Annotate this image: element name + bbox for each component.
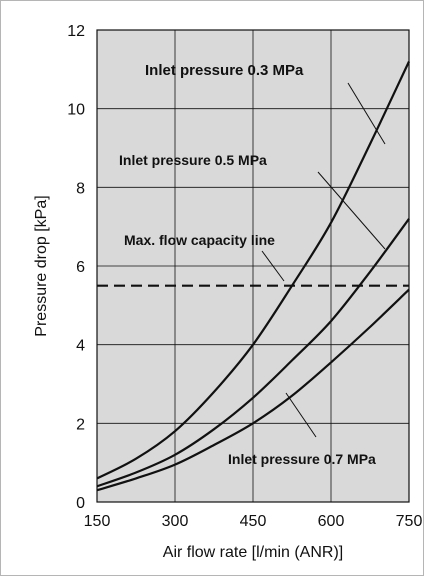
leader-0.3-mpa [347,82,386,145]
label-max-flow: Max. flow capacity line [124,232,275,248]
label-0.5-mpa: Inlet pressure 0.5 MPa [119,152,267,168]
x-tick-label: 600 [318,513,345,530]
y-tick-label: 12 [67,23,85,40]
y-axis-ticks: 0 2 4 6 8 10 12 [67,23,85,512]
y-axis-label: Pressure drop [kPa] [33,195,50,336]
x-tick-label: 150 [84,513,111,530]
series-line-0 [96,61,410,480]
series-line-1 [96,218,410,488]
x-axis-label: Air flow rate [l/min (ANR)] [163,544,343,561]
leader-0.7-mpa [285,392,317,438]
y-tick-label: 4 [76,338,85,355]
x-axis-ticks: 150 300 450 600 750 [84,513,423,530]
y-tick-label: 10 [67,102,85,119]
plot-border [96,29,410,503]
annotations: Inlet pressure 0.3 MPa Inlet pressure 0.… [119,62,386,467]
series-line-2 [96,288,410,492]
leader-0.5-mpa [317,171,386,250]
x-tick-label: 450 [240,513,267,530]
x-tick-label: 300 [162,513,189,530]
leader-max-flow [261,250,285,282]
y-tick-label: 0 [76,495,85,512]
series-lines [96,61,410,492]
y-tick-label: 2 [76,416,85,433]
label-0.3-mpa: Inlet pressure 0.3 MPa [145,62,304,79]
label-0.7-mpa: Inlet pressure 0.7 MPa [228,451,376,467]
y-tick-label: 6 [76,259,85,276]
y-tick-label: 8 [76,180,85,197]
x-tick-label: 750 [396,513,423,530]
